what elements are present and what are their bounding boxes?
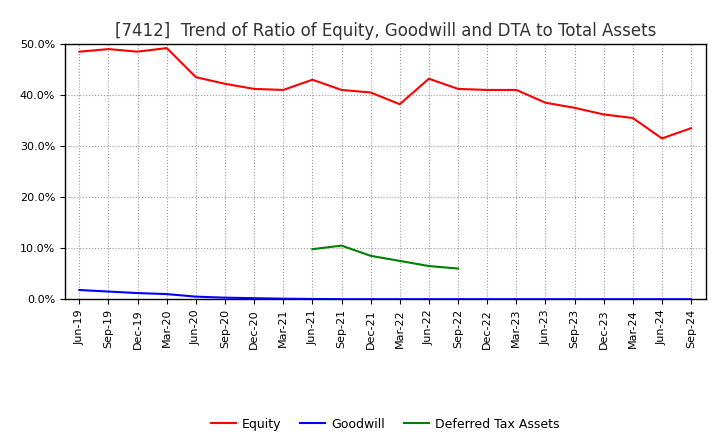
Equity: [250, 86, 258, 92]
Deferred Tax Assets: [308, 246, 317, 252]
Equity: [599, 112, 608, 117]
Goodwill: [366, 297, 375, 302]
Equity: [104, 47, 113, 52]
Equity: [570, 105, 579, 110]
Goodwill: [454, 297, 462, 302]
Goodwill: [192, 294, 200, 299]
Deferred Tax Assets: [454, 266, 462, 271]
Goodwill: [104, 289, 113, 294]
Goodwill: [75, 287, 84, 293]
Deferred Tax Assets: [337, 243, 346, 248]
Equity: [687, 125, 696, 131]
Line: Goodwill: Goodwill: [79, 290, 691, 299]
Deferred Tax Assets: [366, 253, 375, 258]
Line: Deferred Tax Assets: Deferred Tax Assets: [312, 246, 458, 268]
Goodwill: [541, 297, 550, 302]
Deferred Tax Assets: [425, 264, 433, 269]
Goodwill: [250, 296, 258, 301]
Equity: [163, 45, 171, 51]
Deferred Tax Assets: [395, 258, 404, 264]
Goodwill: [163, 291, 171, 297]
Equity: [192, 74, 200, 80]
Goodwill: [279, 296, 287, 301]
Equity: [483, 87, 492, 92]
Goodwill: [687, 297, 696, 302]
Title: [7412]  Trend of Ratio of Equity, Goodwill and DTA to Total Assets: [7412] Trend of Ratio of Equity, Goodwil…: [114, 22, 656, 40]
Goodwill: [512, 297, 521, 302]
Goodwill: [657, 297, 666, 302]
Goodwill: [395, 297, 404, 302]
Goodwill: [308, 296, 317, 301]
Equity: [395, 102, 404, 107]
Equity: [366, 90, 375, 95]
Goodwill: [337, 297, 346, 302]
Line: Equity: Equity: [79, 48, 691, 139]
Goodwill: [570, 297, 579, 302]
Goodwill: [599, 297, 608, 302]
Equity: [133, 49, 142, 54]
Goodwill: [629, 297, 637, 302]
Legend: Equity, Goodwill, Deferred Tax Assets: Equity, Goodwill, Deferred Tax Assets: [206, 413, 564, 436]
Equity: [308, 77, 317, 82]
Equity: [512, 87, 521, 92]
Goodwill: [425, 297, 433, 302]
Goodwill: [220, 295, 229, 301]
Equity: [657, 136, 666, 141]
Equity: [279, 87, 287, 92]
Equity: [454, 86, 462, 92]
Equity: [425, 76, 433, 81]
Equity: [220, 81, 229, 86]
Equity: [75, 49, 84, 54]
Goodwill: [483, 297, 492, 302]
Equity: [337, 87, 346, 92]
Equity: [541, 100, 550, 105]
Equity: [629, 115, 637, 121]
Goodwill: [133, 290, 142, 296]
